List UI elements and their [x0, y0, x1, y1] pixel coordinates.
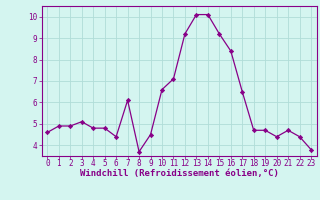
X-axis label: Windchill (Refroidissement éolien,°C): Windchill (Refroidissement éolien,°C) [80, 169, 279, 178]
